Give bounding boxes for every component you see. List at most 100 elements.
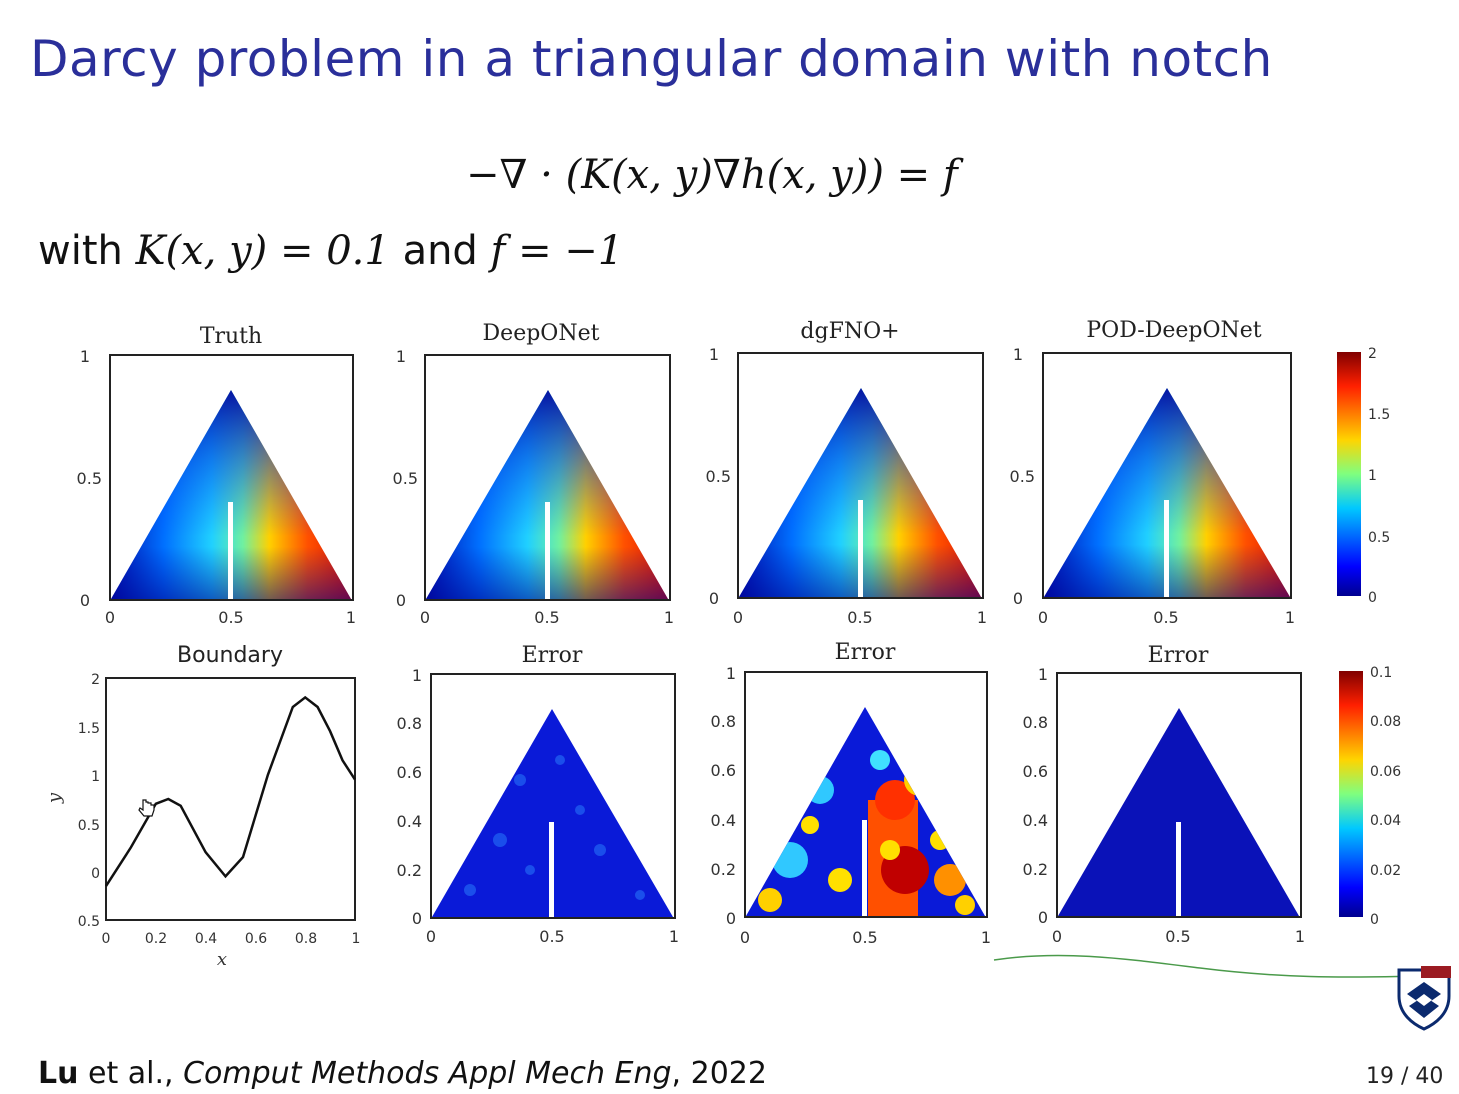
truth-title: Truth — [200, 324, 262, 349]
dgfno-error-notch — [862, 820, 867, 916]
citation: Lu et al., Comput Methods Appl Mech Eng,… — [38, 1056, 767, 1091]
tick-label: 0.5 — [539, 927, 564, 946]
tick-label: 2 — [91, 672, 100, 688]
tick-label: 0.4 — [195, 931, 217, 947]
tick-label: 0.5 — [534, 608, 559, 627]
citation-etal: et al., — [78, 1056, 184, 1091]
tick-label: 1 — [977, 608, 987, 627]
tick-label: 1 — [1295, 927, 1305, 946]
tick-label: 0.6 — [711, 761, 736, 780]
tick-label: 1 — [1285, 608, 1295, 627]
deeponet-error-panel: Error 1 0.8 0.6 0.4 0.2 0 0 0.5 1 — [397, 643, 680, 946]
tick-label: 0.4 — [1023, 811, 1048, 830]
tick-label: 0 — [1013, 589, 1023, 608]
pod-deeponet-error-panel: Error 1 0.8 0.6 0.4 0.2 0 0 0.5 1 — [1023, 643, 1306, 946]
tick-label: 1.5 — [78, 721, 100, 737]
dgfno-error-title: Error — [835, 640, 896, 665]
deeponet-error-title: Error — [522, 643, 583, 668]
tick-label: 0.5 — [1010, 467, 1035, 486]
tick-label: 1 — [664, 608, 674, 627]
k-definition: K(x, y) = 0.1 — [135, 228, 390, 274]
tick-label: 0.6 — [1023, 762, 1048, 781]
dgfno-notch — [858, 500, 863, 597]
with-word: with — [38, 228, 123, 274]
tick-label: 0.04 — [1370, 813, 1401, 829]
tick-label: 1 — [412, 666, 422, 685]
tick-label: 1 — [726, 664, 736, 683]
tick-label: 0 — [426, 927, 436, 946]
boundary-panel: Boundary 2 1.5 1 0.5 0 0.5 0 0.2 0.4 0.6… — [44, 643, 360, 970]
tick-label: 0.5 — [1153, 608, 1178, 627]
pod-deeponet-field-shade-bottom — [1044, 388, 1290, 597]
tick-label: 1 — [346, 608, 356, 627]
tick-label: 0.5 — [852, 928, 877, 947]
tick-label: 0.5 — [847, 608, 872, 627]
tick-label: 0 — [91, 866, 100, 882]
tick-label: 0.5 — [706, 467, 731, 486]
tick-label: 1 — [981, 928, 991, 947]
tick-label: 0 — [726, 909, 736, 928]
tick-label: 0.8 — [295, 931, 317, 947]
deeponet-error-speckles — [464, 755, 645, 900]
penn-shield-logo — [1397, 966, 1451, 1031]
tick-label: 1 — [80, 347, 90, 366]
boundary-axes-box — [105, 677, 356, 921]
tick-label: 0.2 — [145, 931, 167, 947]
pod-deeponet-title: POD-DeepONet — [1086, 318, 1261, 343]
tick-label: 1 — [396, 347, 406, 366]
pod-deeponet-error-title: Error — [1148, 643, 1209, 668]
parameter-line: with K(x, y) = 0.1 and f = −1 — [38, 228, 623, 274]
dgfno-error-panel: Error 1 0.8 0.6 0.4 0.2 0 0 0.5 — [711, 640, 992, 947]
truth-field-shade-bottom — [111, 390, 351, 599]
tick-label: 0.2 — [711, 860, 736, 879]
annotation-stroke — [993, 954, 1421, 978]
tick-label: 0.6 — [245, 931, 267, 947]
tick-label: 1 — [1013, 345, 1023, 364]
colorbar-solution-gradient — [1337, 352, 1361, 596]
pod-deeponet-error-field — [1058, 708, 1299, 916]
tick-label: 0.5 — [1165, 927, 1190, 946]
tick-label: 0.2 — [397, 861, 422, 880]
colorbar-error-gradient — [1339, 671, 1363, 917]
f-definition: f = −1 — [490, 228, 624, 274]
tick-label: 0.5 — [78, 914, 100, 930]
tick-label: 0 — [412, 909, 422, 928]
tick-label: 0 — [709, 589, 719, 608]
dgfno-panel: dgFNO+ 1 0.5 0 0 0.5 1 — [706, 319, 988, 627]
pod-deeponet-panel: POD-DeepONet 1 0.5 0 0 0.5 1 — [1010, 318, 1296, 627]
boundary-series-line — [104, 695, 357, 887]
hand-cursor-icon — [138, 799, 155, 817]
tick-label: 0.5 — [1368, 530, 1390, 546]
tick-label: 1.5 — [1368, 407, 1390, 423]
tick-label: 0 — [1052, 927, 1062, 946]
tick-label: 0.5 — [77, 469, 102, 488]
tick-label: 1 — [91, 769, 100, 785]
truth-notch — [228, 502, 233, 599]
tick-label: 0.8 — [711, 712, 736, 731]
tick-label: 0 — [1368, 590, 1377, 606]
truth-panel: Truth 1 0.5 0 0 0.5 1 — [77, 324, 357, 627]
page-number: 19 / 40 — [1366, 1064, 1444, 1089]
tick-label: 0.4 — [397, 812, 422, 831]
tick-label: 1 — [709, 345, 719, 364]
dgfno-field-shade-bottom — [739, 388, 981, 597]
tick-label: 0 — [740, 928, 750, 947]
tick-label: 0.6 — [397, 763, 422, 782]
tick-label: 1 — [1368, 468, 1377, 484]
citation-journal: Comput Methods Appl Mech Eng — [183, 1056, 672, 1091]
tick-label: 1 — [352, 931, 361, 947]
deeponet-error-notch — [549, 822, 554, 917]
pod-deeponet-error-notch — [1176, 822, 1181, 916]
citation-author: Lu — [38, 1056, 79, 1091]
tick-label: 0.02 — [1370, 863, 1401, 879]
tick-label: 1 — [669, 927, 679, 946]
colorbar-error: 0.1 0.08 0.06 0.04 0.02 0 — [1339, 665, 1401, 928]
deeponet-field-shade-bottom — [426, 390, 668, 599]
deeponet-notch — [545, 502, 550, 599]
colorbar-solution: 2 1.5 1 0.5 0 — [1337, 346, 1390, 606]
boundary-xlabel: x — [217, 949, 227, 970]
tick-label: 0 — [1038, 908, 1048, 927]
tick-label: 0.8 — [397, 714, 422, 733]
tick-label: 0.1 — [1370, 665, 1392, 681]
